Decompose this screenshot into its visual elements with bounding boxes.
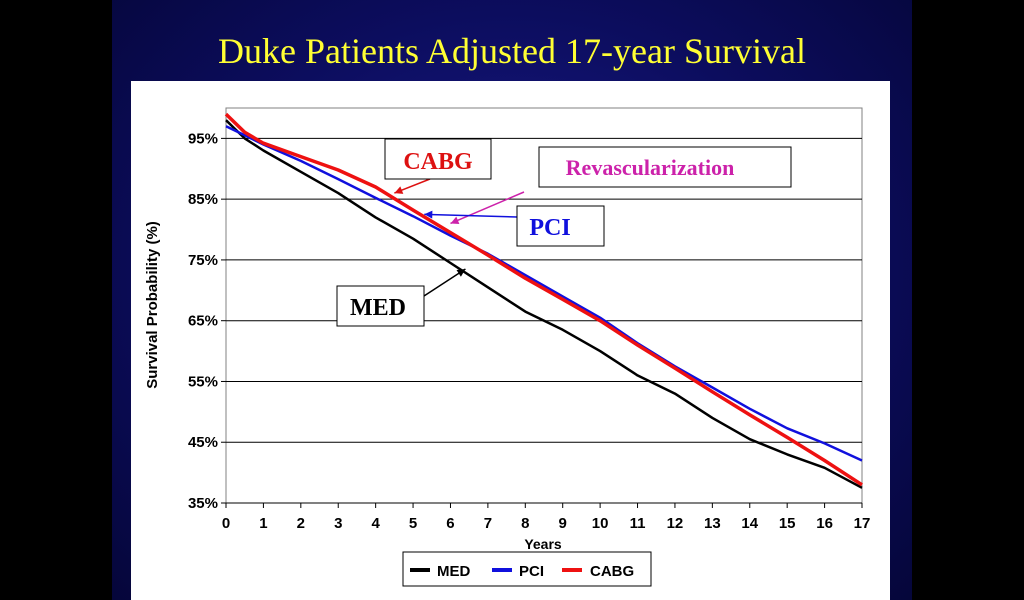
tick-labels: 35%45%55%65%75%85%95%0 1 2 3 4 5 6 7 8 9 10 11 12 13 1… [188, 130, 870, 532]
x-tick-label: 3 [334, 515, 342, 532]
x-tick-label: 11 [630, 515, 646, 532]
x-tick-label: 1 [259, 515, 267, 532]
legend-item-pci: PCI [492, 563, 544, 580]
annotation-box [384, 138, 492, 180]
legend-box [402, 551, 652, 587]
x-tick-label: 15 [779, 515, 796, 532]
legend: MED PCI CABG [402, 551, 652, 587]
x-tick-label: 0 [222, 515, 230, 532]
x-tick-label: 4 [371, 515, 380, 532]
y-tick-label: 85% [188, 191, 218, 208]
x-tick-label: 16 [816, 515, 833, 532]
slide-title: Duke Patients Adjusted 17-year Survival [218, 31, 806, 71]
annotation-label: MED [350, 295, 406, 321]
y-tick-label: 35% [188, 495, 218, 512]
annotation-arrowhead [424, 210, 433, 219]
x-tick-label: 6 [446, 515, 454, 532]
annotation-pci: PCI [516, 205, 605, 247]
y-tick-label: 75% [188, 252, 218, 269]
annotation-med: MED [336, 285, 425, 327]
annotation-arrow [423, 268, 466, 297]
y-axis-label: Survival Probability (%) [144, 221, 161, 389]
x-tick-label: 5 [409, 515, 417, 532]
x-tick-label: 8 [521, 515, 529, 532]
annotation-arrow [450, 191, 525, 225]
x-tick-label: 14 [741, 515, 758, 532]
annotation-arrows [394, 178, 525, 297]
x-tick-label: 9 [559, 515, 567, 532]
annotation-box [516, 205, 605, 247]
x-tick-label: 7 [484, 515, 492, 532]
annotation-box [538, 146, 792, 188]
y-tick-label: 55% [188, 373, 218, 390]
annotation-cabg: CABG [384, 138, 492, 180]
annotation-arrowhead [450, 216, 460, 224]
legend-label: MED [437, 563, 471, 580]
series-line-pci [225, 125, 863, 462]
series-line-med [225, 119, 863, 489]
annotation-label: Revascularization [566, 155, 735, 180]
x-axis-label: Years [524, 536, 562, 552]
legend-label: CABG [590, 563, 634, 580]
x-tick-label: 10 [592, 515, 609, 532]
y-tick-label: 95% [188, 130, 218, 147]
annotation-arrow [424, 213, 518, 218]
series-lines [224, 112, 863, 489]
annotation-label: PCI [529, 215, 570, 241]
annotation-arrowhead [394, 186, 404, 194]
x-tick-label: 17 [854, 515, 871, 532]
y-tick-label: 45% [188, 434, 218, 451]
legend-item-cabg: CABG [562, 563, 634, 580]
x-tick-label: 12 [667, 515, 684, 532]
x-tick-label: 13 [704, 515, 721, 532]
annotation-revascularization: Revascularization [538, 146, 792, 188]
y-tick-label: 65% [188, 313, 218, 330]
annotation-box [336, 285, 425, 327]
annotation-arrowhead [456, 269, 466, 277]
annotation-label: CABG [403, 149, 473, 175]
x-tick-label: 2 [297, 515, 305, 532]
legend-item-med: MED [410, 563, 471, 580]
series-line-cabg [224, 112, 863, 487]
legend-label: PCI [519, 563, 544, 580]
